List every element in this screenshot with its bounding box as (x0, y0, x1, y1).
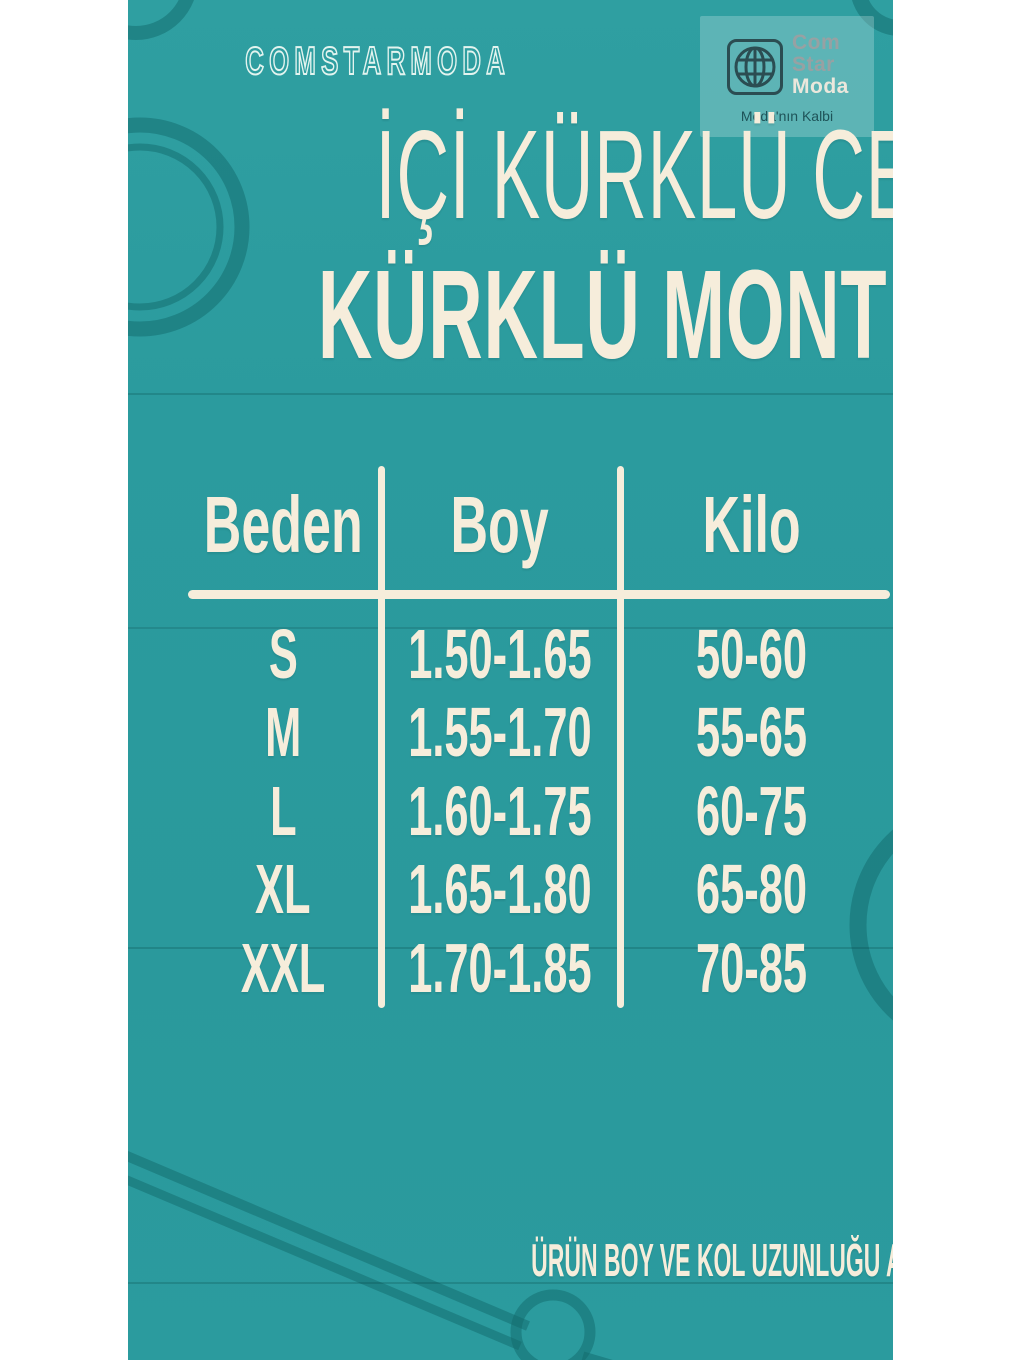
background-decorations (128, 0, 893, 1360)
weight-cell: 50-60 (696, 615, 808, 693)
height-cell: 1.70-1.85 (408, 929, 592, 1007)
footer-note: ÜRÜN BOY VE KOL UZUNLUĞU AÇIKLAMA KISMIN… (128, 1228, 893, 1292)
table-row: XXL 1.70-1.85 70-85 (128, 929, 893, 1007)
wood-plank-seam (128, 947, 893, 949)
size-cell: M (264, 693, 302, 771)
height-cell: 1.60-1.75 (408, 772, 592, 850)
wood-plank-seam (128, 627, 893, 629)
size-cell: XL (255, 850, 311, 928)
column-header-boy: Boy (450, 480, 550, 569)
safety-pin-wire-decor (128, 1151, 530, 1331)
wood-plank-seam (128, 393, 893, 395)
column-header-kilo: Kilo (702, 480, 802, 569)
weight-cell: 55-65 (696, 693, 808, 771)
brand-wordmark-text: COMSTARMODA (245, 39, 511, 84)
weight-cell: 65-80 (696, 850, 808, 928)
safety-pin-wire-decor (128, 1175, 522, 1351)
ring-decor-bottom-right (849, 829, 893, 1021)
table-header-row: Beden Boy Kilo (128, 482, 893, 568)
table-row: L 1.60-1.75 60-75 (128, 772, 893, 850)
table-column-divider (378, 466, 385, 1008)
size-cell: XXL (240, 929, 326, 1007)
column-header-beden: Beden (203, 480, 363, 569)
ring-decor-left-inner (128, 143, 224, 311)
logo-text-com: Com (792, 31, 841, 54)
height-cell: 1.65-1.80 (408, 850, 592, 928)
page-title-text: İÇİ KÜRKLÜ CEKET (375, 104, 893, 245)
ring-decor-left-outer (128, 117, 250, 337)
size-chart-canvas: COMSTARMODA Com Star Moda Moda'nın Kalbi (128, 0, 893, 1360)
logo-text-star: Star (792, 53, 835, 76)
page-title: İÇİ KÜRKLÜ CEKET (128, 95, 893, 255)
footer-note-text: ÜRÜN BOY VE KOL UZUNLUĞU AÇIKLAMA KISMIN… (531, 1234, 893, 1286)
table-row: XL 1.65-1.80 65-80 (128, 850, 893, 928)
weight-cell: 70-85 (696, 929, 808, 1007)
wood-plank-seam (128, 1282, 893, 1284)
page-subtitle: KÜRKLÜ MONT (128, 235, 893, 395)
page-subtitle-text: KÜRKLÜ MONT (317, 244, 888, 385)
logo-text-block: Com Star Moda (792, 32, 872, 98)
corner-ring-decor-top-left (128, 0, 194, 40)
brand-wordmark: COMSTARMODA (168, 32, 588, 92)
weight-cell: 60-75 (696, 772, 808, 850)
logo-text-moda: Moda (792, 75, 849, 98)
table-row: S 1.50-1.65 50-60 (128, 615, 893, 693)
height-cell: 1.55-1.70 (408, 693, 592, 771)
height-cell: 1.50-1.65 (408, 615, 592, 693)
table-row: M 1.55-1.70 55-65 (128, 693, 893, 771)
safety-pin-clasp-decor (581, 1351, 613, 1360)
safety-pin-loop-decor (510, 1289, 596, 1360)
logo-tagline: Moda'nın Kalbi (740, 108, 834, 124)
table-column-divider (617, 466, 624, 1008)
size-cell: S (268, 615, 298, 693)
brand-logo-panel: Com Star Moda Moda'nın Kalbi (700, 16, 874, 137)
table-header-divider (188, 590, 890, 599)
globe-icon (727, 39, 783, 95)
size-cell: L (269, 772, 297, 850)
